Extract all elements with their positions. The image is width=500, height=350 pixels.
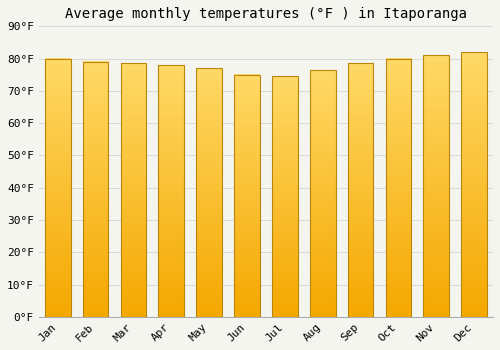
Bar <box>386 58 411 317</box>
Bar <box>196 68 222 317</box>
Bar <box>234 75 260 317</box>
Bar <box>385 58 411 317</box>
Bar <box>82 62 108 317</box>
Bar <box>461 52 487 317</box>
Bar <box>310 70 336 317</box>
Bar <box>272 76 297 317</box>
Bar <box>234 75 260 317</box>
Bar <box>424 55 449 317</box>
Bar <box>462 52 487 317</box>
Bar <box>44 58 71 317</box>
Bar <box>348 63 374 317</box>
Bar <box>196 68 222 317</box>
Bar <box>158 65 184 317</box>
Bar <box>348 63 374 317</box>
Bar <box>423 55 450 317</box>
Bar <box>45 58 70 317</box>
Bar <box>82 62 109 317</box>
Title: Average monthly temperatures (°F ) in Itaporanga: Average monthly temperatures (°F ) in It… <box>65 7 467 21</box>
Bar <box>310 70 336 317</box>
Bar <box>120 63 146 317</box>
Bar <box>158 65 184 317</box>
Bar <box>120 63 146 317</box>
Bar <box>272 76 298 317</box>
